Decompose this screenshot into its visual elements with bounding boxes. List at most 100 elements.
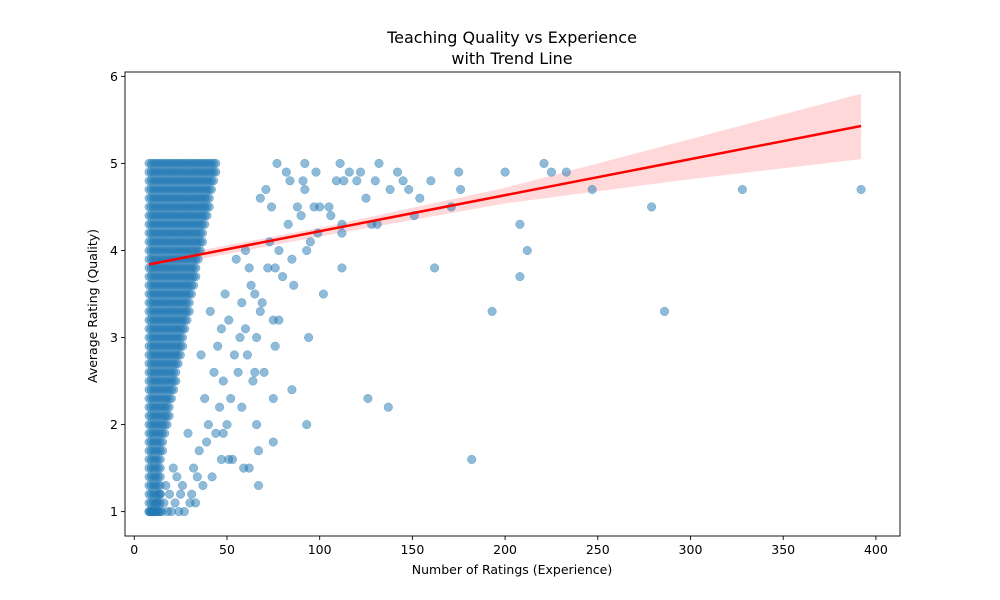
- data-point: [326, 211, 336, 221]
- data-point: [363, 393, 373, 404]
- data-point: [302, 245, 312, 256]
- data-point: [361, 193, 371, 203]
- y-tick-label: 3: [110, 330, 118, 345]
- data-point: [344, 167, 354, 177]
- data-point: [196, 350, 206, 360]
- data-point: [309, 202, 319, 212]
- data-point: [231, 254, 241, 264]
- data-point: [211, 428, 221, 438]
- data-point: [385, 184, 395, 195]
- data-point: [166, 393, 176, 404]
- data-point: [253, 480, 264, 491]
- data-point: [392, 167, 403, 177]
- data-point: [207, 472, 217, 482]
- x-tick-label: 0: [130, 542, 138, 557]
- data-point: [144, 507, 154, 517]
- data-point: [487, 306, 497, 316]
- data-point: [546, 167, 556, 177]
- data-point: [539, 158, 549, 168]
- data-point: [209, 176, 219, 186]
- data-point: [168, 463, 178, 473]
- x-tick-label: 200: [493, 542, 517, 557]
- data-point: [250, 289, 260, 299]
- data-point: [176, 489, 186, 499]
- data-point: [161, 480, 171, 491]
- data-point: [383, 402, 393, 412]
- data-point: [180, 324, 190, 334]
- data-point: [374, 158, 384, 168]
- data-point: [292, 202, 302, 212]
- data-point: [177, 341, 188, 351]
- data-point: [430, 263, 440, 273]
- data-point: [237, 402, 247, 412]
- y-tick-label: 6: [110, 69, 118, 84]
- data-point: [198, 480, 208, 491]
- y-tick-label: 4: [110, 243, 118, 258]
- data-point: [200, 393, 210, 404]
- data-point: [283, 219, 293, 229]
- data-point: [157, 446, 168, 456]
- data-point: [206, 184, 216, 195]
- data-point: [278, 272, 288, 282]
- data-point: [270, 341, 280, 351]
- data-point: [229, 350, 239, 360]
- data-point: [204, 193, 214, 203]
- data-point: [272, 158, 282, 168]
- data-point: [164, 489, 175, 499]
- plot-area: [124, 71, 901, 537]
- data-point: [261, 184, 271, 195]
- data-point: [331, 176, 341, 186]
- data-point: [300, 184, 310, 195]
- data-point: [587, 184, 597, 195]
- data-point: [337, 228, 347, 238]
- data-point: [203, 420, 213, 430]
- data-point: [659, 306, 670, 316]
- data-point: [415, 193, 425, 203]
- data-point: [185, 498, 195, 508]
- data-point: [252, 332, 262, 343]
- data-point: [200, 219, 210, 229]
- data-point: [255, 306, 265, 316]
- y-tick-label: 5: [110, 156, 118, 171]
- data-point: [189, 280, 199, 290]
- data-point: [259, 367, 269, 377]
- data-point: [266, 202, 277, 212]
- data-point: [194, 446, 204, 456]
- chart-title: Teaching Quality vs Experience with Tren…: [386, 28, 637, 68]
- x-tick-label: 300: [679, 542, 703, 557]
- x-tick-label: 400: [864, 542, 888, 557]
- data-point: [191, 263, 201, 273]
- data-point: [281, 167, 291, 177]
- data-point: [164, 402, 174, 412]
- data-point: [456, 184, 466, 195]
- data-point: [318, 289, 328, 299]
- data-point: [244, 263, 254, 273]
- data-point: [240, 324, 251, 334]
- data-point: [274, 245, 284, 256]
- data-point: [222, 420, 232, 430]
- data-point: [211, 158, 221, 168]
- data-point: [737, 184, 747, 195]
- data-point: [355, 167, 366, 177]
- data-point: [213, 341, 223, 351]
- data-point: [182, 315, 192, 325]
- data-point: [197, 228, 208, 238]
- data-point: [647, 202, 657, 212]
- data-point: [246, 280, 256, 290]
- data-point: [202, 211, 212, 221]
- data-point: [184, 298, 194, 308]
- data-point: [454, 167, 464, 177]
- data-point: [155, 463, 165, 473]
- data-point: [311, 167, 321, 177]
- data-point: [287, 385, 297, 395]
- data-point: [155, 472, 165, 482]
- data-point: [467, 454, 477, 464]
- data-point: [202, 437, 212, 447]
- data-point: [151, 498, 162, 508]
- data-point: [218, 376, 228, 386]
- data-point: [197, 237, 208, 247]
- data-point: [289, 280, 299, 290]
- data-point: [164, 411, 174, 421]
- data-point: [215, 402, 225, 412]
